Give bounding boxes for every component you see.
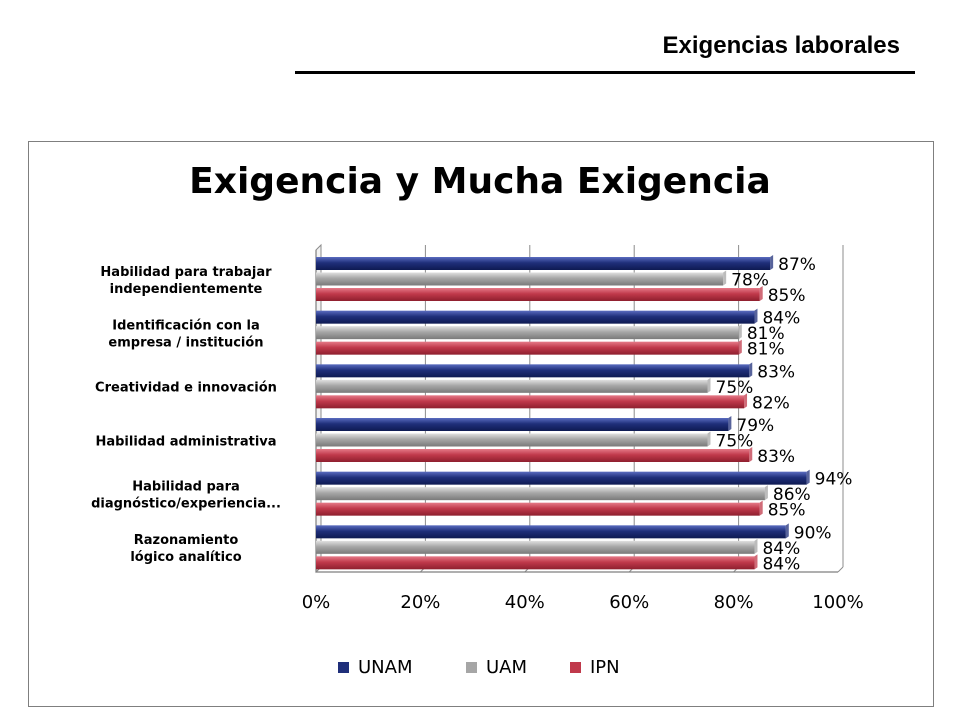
x-tick-label: 60% (609, 592, 649, 613)
bar-ipn (316, 556, 755, 570)
bar-cap (728, 416, 732, 431)
bar-cap (785, 523, 789, 539)
bar-unam (316, 310, 755, 324)
plot-area: 0% 20% 40% 60% 80% 100% Habilidad para trabaja… (91, 243, 864, 678)
bar-ipn (316, 288, 760, 301)
legend-label-ipn: IPN (590, 657, 620, 678)
bar-ipn (316, 341, 739, 355)
bar-ipn (316, 502, 760, 516)
bar-unam (316, 257, 771, 270)
value-label: 79% (736, 416, 774, 436)
category-label: empresa / institución (108, 335, 263, 350)
category-label: Razonamiento (134, 533, 239, 548)
bar-uam (316, 379, 708, 393)
value-label: 84% (762, 554, 800, 574)
value-label: 81% (747, 340, 785, 360)
bar-cap (759, 286, 763, 301)
bar-cap (738, 324, 742, 340)
x-tick-label: 0% (302, 592, 331, 613)
bar-uam (316, 433, 708, 447)
bar-uam (316, 272, 724, 286)
bar-ipn (316, 449, 750, 462)
bar-cap (770, 255, 774, 270)
bar-uam (316, 540, 755, 554)
bar-unam (316, 418, 729, 431)
bar-cap (754, 308, 758, 324)
legend-swatch-uam (466, 662, 477, 673)
value-label: 84% (762, 309, 800, 329)
bar-cap (749, 362, 753, 378)
category-label: Habilidad para trabajar (100, 265, 272, 280)
value-label: 83% (757, 447, 795, 467)
category-label: Creatividad e innovación (95, 381, 277, 396)
title-underline (295, 71, 915, 74)
category-label: Habilidad administrativa (95, 434, 276, 449)
bar-cap (759, 500, 763, 516)
bar-uam (316, 487, 765, 501)
value-label: 94% (815, 470, 853, 490)
bar-cap (707, 431, 711, 447)
category-label: Identificación con la (112, 318, 260, 333)
bar-cap (744, 393, 748, 409)
bar-unam (316, 471, 807, 485)
value-label: 78% (731, 271, 769, 291)
bar-ipn (316, 395, 745, 409)
value-label: 75% (716, 432, 754, 452)
category-label: diagnóstico/experiencia... (91, 496, 281, 511)
category-label: independientemente (110, 282, 263, 297)
value-label: 75% (716, 378, 754, 398)
bar-cap (754, 554, 758, 570)
bar-cap (707, 377, 711, 393)
bar-cap (738, 339, 742, 355)
value-label: 87% (778, 255, 816, 275)
x-tick-label: 80% (714, 592, 754, 613)
bar-cap (764, 485, 768, 501)
x-tick-label: 20% (400, 592, 440, 613)
page-title: Exigencias laborales (662, 32, 900, 59)
bar-cap (749, 447, 753, 462)
gridline-floor (837, 566, 844, 573)
value-label: 86% (773, 485, 811, 505)
value-label: 83% (757, 362, 795, 382)
bar-unam (316, 525, 786, 539)
bar-unam (316, 364, 750, 378)
legend-label-unam: UNAM (358, 657, 412, 678)
legend-label-uam: UAM (486, 657, 527, 678)
x-tick-label: 100% (812, 592, 863, 613)
x-tick-label: 40% (505, 592, 545, 613)
legend-swatch-unam (338, 662, 349, 673)
category-label: Habilidad para (132, 479, 240, 494)
bar-cap (754, 538, 758, 554)
category-label: lógico analítico (130, 550, 241, 565)
value-label: 82% (752, 393, 790, 413)
value-label: 90% (794, 523, 832, 543)
bar-cap (723, 270, 727, 286)
value-label: 85% (768, 501, 806, 521)
legend-swatch-ipn (570, 662, 581, 673)
value-label: 84% (762, 539, 800, 559)
value-label: 81% (747, 324, 785, 344)
value-label: 85% (768, 286, 806, 306)
bar-cap (806, 469, 810, 485)
chart-title: Exigencia y Mucha Exigencia (189, 161, 771, 202)
bar-uam (316, 326, 739, 340)
